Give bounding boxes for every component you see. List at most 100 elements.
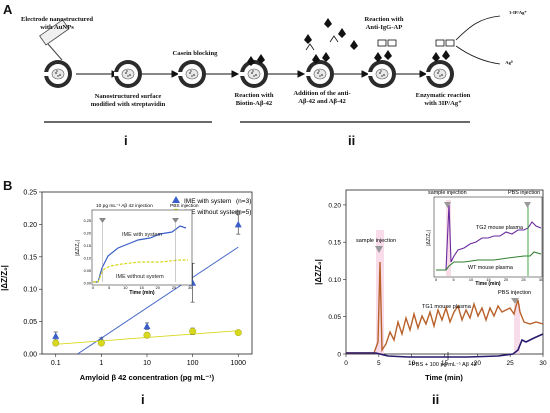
step-electrode-label: Electrode nanostructured with AuNPs xyxy=(20,16,94,31)
inset-injection-marker xyxy=(99,218,106,223)
inset-x-label: Time (min) xyxy=(129,290,155,296)
trace-tg1-plasma xyxy=(346,261,544,354)
inset-x-tick-label: 5 xyxy=(108,286,110,290)
inset-x-tick-label: 10 xyxy=(469,278,473,282)
y-tick-label: 0.10 xyxy=(328,277,341,284)
y-tick-label: 0.00 xyxy=(23,352,37,359)
tg1-label: TG1 mouse plasma xyxy=(422,304,472,310)
inset-without-label: IME without system xyxy=(116,274,164,280)
chart-timecourse: 0 0.05 0.10 0.15 0.20 0 5 10 15 20 25 30 sample in… xyxy=(314,189,547,382)
inset-sample-label: sample injection xyxy=(428,190,467,196)
step-antiigg-label: Reaction with Anti-IgG-AP xyxy=(364,16,404,31)
inset-trace-without-system xyxy=(93,259,188,283)
trace-baseline xyxy=(346,333,544,358)
inset-x-tick-label: 25 xyxy=(521,278,525,282)
legend-marker-with-system xyxy=(172,196,180,203)
panel-a-sub-ii: ii xyxy=(348,133,356,148)
y-tick-label: 0.15 xyxy=(328,240,341,247)
y-tick-label: 0.25 xyxy=(23,190,37,197)
pbs-injection-band xyxy=(514,304,520,354)
x-tick-label: 100 xyxy=(187,360,199,367)
product-ag-label: Ag⁰ xyxy=(505,60,513,65)
step-casein-label: Casein blocking xyxy=(172,50,218,57)
legend-label-without-system: IME without system xyxy=(184,209,240,216)
inset-wt-label: WT mouse plasma xyxy=(468,265,513,271)
panel-a-label: A xyxy=(3,2,13,17)
antibody-chip-icon xyxy=(305,59,335,89)
y-tick-label: 0.20 xyxy=(328,202,341,209)
x-tick-label: 10 xyxy=(143,360,151,367)
legend-n-with-system: (n=3) xyxy=(236,198,251,205)
y-tick-label: 0.05 xyxy=(23,319,37,326)
panel-b-sub-ii: ii xyxy=(432,392,440,407)
x-tick-label: 20 xyxy=(474,360,482,367)
inset-y-tick-label: 0.10 xyxy=(84,257,91,261)
panel-a-schematic xyxy=(39,15,501,123)
chart-calibration: 0.000.050.100.150.200.25 0.1 1 10 100 1000 |… xyxy=(0,190,253,382)
inset-y-tick-label: 0.20 xyxy=(84,232,91,236)
x-axis-label: Amyloid β 42 concentration (pg mL⁻¹) xyxy=(80,373,215,382)
inset-x-tick-label: 0 xyxy=(92,286,94,290)
x-tick-label: 1000 xyxy=(230,360,246,367)
inset-trace-tg2 xyxy=(436,203,542,271)
inset-x-tick-label: 30 xyxy=(188,286,192,290)
panel-a-sub-i: i xyxy=(124,133,128,148)
panel-b-label: B xyxy=(3,178,13,193)
calibration-inset: 0.00 0.05 0.10 0.15 0.20 0.25 0 5 10 15 20 25 30 10… xyxy=(75,203,199,296)
inset-x-tick-label: 20 xyxy=(504,278,508,282)
legend-n-without-system: (n=5) xyxy=(236,209,251,216)
step-addition-label: Addition of the anti- Aβ-42 and Aβ-42 xyxy=(293,90,351,105)
inset-pbs-label: PBS injection xyxy=(508,190,540,196)
inset-pbs-label: PBS injection xyxy=(170,203,199,209)
inset-y-tick-label: 0.15 xyxy=(84,244,91,248)
inset-x-tick-label: 30 xyxy=(539,278,543,282)
product-ip-label: 3-IP/Ag⁺ xyxy=(509,10,527,15)
inset-trace-with-system xyxy=(93,225,187,283)
inset-pbs-marker xyxy=(172,218,179,223)
inset-x-tick-label: 15 xyxy=(486,278,490,282)
y-tick-label: 0 xyxy=(337,352,341,359)
x-tick-label: 15 xyxy=(441,360,449,367)
x-tick-label: 0.1 xyxy=(51,360,61,367)
pbs-injection-marker xyxy=(511,298,519,304)
y-axis-label: |ΔZ/Z₀| xyxy=(314,259,323,285)
baseline-label: PBS + 100 pg mL⁻¹ Aβ 42 xyxy=(412,362,477,368)
inset-x-tick-label: 20 xyxy=(156,286,160,290)
inset-trace-wt xyxy=(436,251,542,271)
legend-label-with-system: IME with system xyxy=(184,198,231,205)
x-tick-label: 25 xyxy=(507,360,515,367)
data-point-without-system xyxy=(189,327,197,335)
data-point-without-system xyxy=(234,329,242,337)
x-tick-label: 10 xyxy=(408,360,416,367)
electrode-chip-icon xyxy=(43,59,73,89)
fit-line-with-system xyxy=(77,246,239,355)
inset-x-tick-label: 25 xyxy=(172,286,176,290)
igg-chip-icon xyxy=(367,59,397,89)
x-tick-label: 1 xyxy=(99,360,103,367)
sample-injection-label: sample injection xyxy=(356,238,396,244)
x-tick-label: 30 xyxy=(539,360,547,367)
inset-tg2-label: TG2 mouse plasma xyxy=(476,225,523,231)
casein-chip-icon xyxy=(177,59,207,89)
x-tick-label: 5 xyxy=(377,360,381,367)
inset-injection-label: 10 pg mL⁻¹ Aβ 42 injection xyxy=(96,203,153,209)
y-axis-label: |ΔZ/Z₀| xyxy=(0,265,9,291)
y-tick-label: 0.05 xyxy=(328,314,341,321)
data-point-without-system xyxy=(143,331,151,339)
pbs-injection-label: PBS injection xyxy=(498,290,531,296)
y-tick-label: 0.15 xyxy=(23,254,37,261)
inset-x-tick-label: 10 xyxy=(123,286,127,290)
data-point-without-system xyxy=(97,339,105,347)
inset-y-tick-label: 0.05 xyxy=(84,269,91,273)
step-enzymatic-label: Enzymatic reaction with 3IP/Ag⁺ xyxy=(415,92,471,107)
step-nanostructured-label: Nanostructured surface modified with str… xyxy=(90,93,166,108)
inset-y-tick-label: 0.00 xyxy=(84,282,91,286)
inset-x-label: Time (min) xyxy=(475,281,501,287)
step-biotin-label: Reaction with Biotin-Aβ-42 xyxy=(234,92,274,107)
data-point-with-system xyxy=(52,332,60,339)
inset-x-tick-label: 15 xyxy=(139,286,143,290)
data-point-without-system xyxy=(52,339,60,347)
timecourse-inset: 0 5 10 15 20 25 30 sample injection PBS inject… xyxy=(426,190,543,287)
pipette-icon xyxy=(39,19,70,61)
y-tick-label: 0.20 xyxy=(23,222,37,229)
